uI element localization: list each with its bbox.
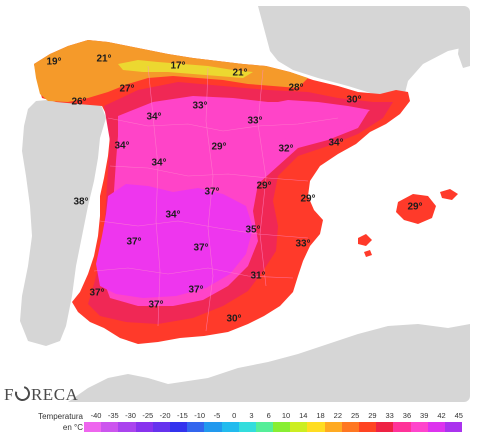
legend-swatch xyxy=(307,422,325,432)
temp-label: 37° xyxy=(204,186,220,198)
legend-swatch xyxy=(341,422,359,432)
temp-label: 33° xyxy=(247,115,263,127)
legend-title: Temperatura en °C xyxy=(33,411,83,433)
legend-swatch xyxy=(255,422,274,432)
legend-swatch xyxy=(169,422,188,432)
temp-label: 38° xyxy=(73,196,89,208)
legend-swatch xyxy=(187,422,205,432)
legend-title-line2: en °C xyxy=(62,423,83,432)
formentera-island xyxy=(364,250,372,257)
temp-label: 37° xyxy=(89,287,105,299)
temp-label: 37° xyxy=(193,242,209,254)
temp-label: 30° xyxy=(346,94,362,106)
legend-tick-label: 25 xyxy=(350,411,360,420)
legend-tick-label: 36 xyxy=(402,411,412,420)
legend-tick-label: 10 xyxy=(281,411,291,420)
legend-tick-label: 45 xyxy=(454,411,463,420)
legend-swatch xyxy=(376,422,394,432)
legend-tick-label: -10 xyxy=(194,411,206,420)
menorca-island xyxy=(440,189,458,200)
portugal-landmass xyxy=(20,98,106,346)
temp-label: 37° xyxy=(188,284,204,296)
legend-tick-label: 14 xyxy=(299,411,308,420)
temp-label: 37° xyxy=(126,236,142,248)
temp-label: 32° xyxy=(278,143,294,155)
temp-label: 29° xyxy=(300,193,316,205)
legend-swatch xyxy=(273,422,291,432)
legend-swatch xyxy=(84,422,102,432)
legend-swatch xyxy=(324,422,342,432)
temp-label: 26° xyxy=(71,96,87,108)
temp-label: 34° xyxy=(114,140,130,152)
temp-label: 21° xyxy=(232,67,248,79)
legend-color-bar xyxy=(84,422,463,432)
legend-swatch xyxy=(204,422,222,432)
mallorca-island xyxy=(396,194,436,224)
legend-title-line1: Temperatura xyxy=(38,412,83,421)
legend-tick-label: 22 xyxy=(333,411,343,420)
temp-label: 28° xyxy=(288,82,304,94)
temp-label: 27° xyxy=(119,83,135,95)
temp-label: 19° xyxy=(46,56,62,68)
legend-tick-label: 33 xyxy=(385,411,394,420)
legend-swatch xyxy=(101,422,119,432)
legend-tick-label: -5 xyxy=(213,411,221,420)
legend-tick-label: 18 xyxy=(316,411,325,420)
temp-label: 37° xyxy=(148,299,164,311)
temp-label: 31° xyxy=(250,270,266,282)
legend-swatch xyxy=(238,422,256,432)
temp-label: 17° xyxy=(170,60,186,72)
temp-label: 34° xyxy=(165,209,181,221)
temp-label: 29° xyxy=(407,201,423,213)
legend-swatch xyxy=(427,422,445,432)
legend-tick-label: 29 xyxy=(368,411,377,420)
cantabrian-cool-band xyxy=(118,60,253,78)
legend-swatch xyxy=(118,422,136,432)
corsica-island xyxy=(458,31,470,68)
hottest-magenta-zone xyxy=(96,184,253,298)
temp-label: 34° xyxy=(328,137,344,149)
legend-tick-label: 3 xyxy=(249,411,254,420)
legend-tick-label: -40 xyxy=(90,411,102,420)
legend-tick-label: -20 xyxy=(159,411,171,420)
temp-label: 30° xyxy=(226,313,242,325)
legend-tick-label: -30 xyxy=(125,411,136,420)
north-africa-landmass xyxy=(68,324,470,402)
legend-swatch xyxy=(359,422,377,432)
legend-swatch xyxy=(410,422,428,432)
legend-swatch xyxy=(290,422,308,432)
temp-label: 33° xyxy=(295,238,311,250)
legend-swatch xyxy=(152,422,170,432)
temp-label: 34° xyxy=(146,111,162,123)
ebro-valley-zone xyxy=(258,100,370,144)
temp-label: 34° xyxy=(151,157,167,169)
legend-swatch xyxy=(221,422,239,432)
legend-tick-label: 0 xyxy=(232,411,237,420)
legend-tick-row: -40 -35 -30 -25 -20 -15 -10 -5 0 3 6 10 14 18 22 25 29 33… xyxy=(88,411,463,421)
legend-swatch xyxy=(444,422,463,432)
legend-tick-label: -35 xyxy=(107,411,119,420)
temp-label: 29° xyxy=(211,141,227,153)
legend-swatch xyxy=(393,422,411,432)
foreca-logo: F RECA xyxy=(4,383,79,404)
legend-tick-label: 42 xyxy=(437,411,446,420)
map-panel: 19° 21° 17° 21° 26° 27° 28° 30° 33° 34° … xyxy=(8,6,470,402)
legend-swatch xyxy=(135,422,153,432)
temperature-map xyxy=(20,6,470,402)
legend-tick-label: -15 xyxy=(176,411,188,420)
temp-label: 33° xyxy=(192,100,208,112)
legend-tick-label: -25 xyxy=(142,411,154,420)
temp-label: 21° xyxy=(96,53,112,65)
legend-tick-label: 6 xyxy=(266,411,271,420)
temp-label: 29° xyxy=(256,180,272,192)
ibiza-island xyxy=(358,234,372,246)
temp-label: 35° xyxy=(245,224,261,236)
france-landmass xyxy=(258,6,470,101)
province-borders xyxy=(93,65,339,332)
legend-tick-label: 39 xyxy=(420,411,429,420)
